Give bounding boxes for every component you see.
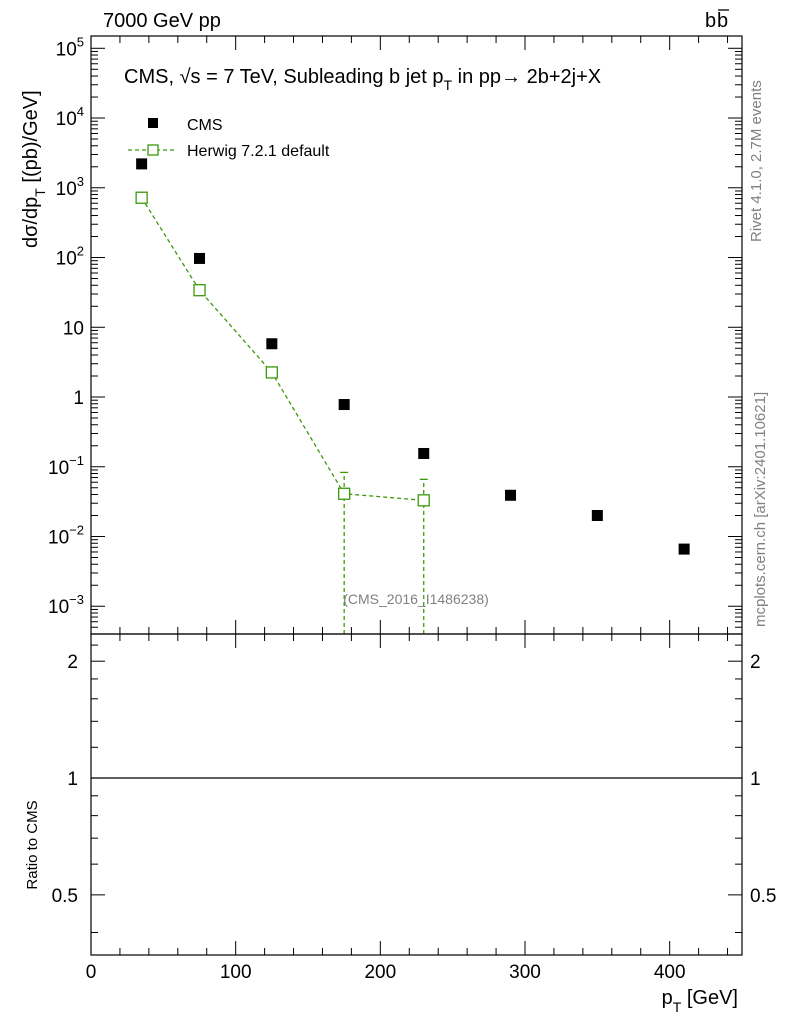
x-tick-label: 0: [86, 962, 97, 983]
herwig-line: [141, 197, 424, 501]
ratio-y-axis: 0.5 0.5 1 1 2 2: [52, 644, 776, 933]
herwig-point: [338, 487, 351, 500]
legend-marker-herwig: [147, 144, 159, 156]
cms-point: [194, 252, 205, 264]
sqrt-symbol: √: [180, 66, 191, 88]
ratio-y-tick-label-right: 1: [750, 769, 761, 790]
legend-item-herwig: Herwig 7.2.1 default: [128, 143, 330, 160]
y-tick-label: 10−2: [48, 523, 84, 549]
main-y-axis-label: dσ/dpT [(pb)/GeV]: [20, 90, 48, 248]
y-tick-label: 10: [63, 318, 84, 339]
x-tick-label: 400: [654, 962, 686, 983]
x-tick-label: 100: [220, 962, 252, 983]
main-y-axis: 10−3 10−2 10−1 1 10 102 103 104 105: [48, 34, 742, 635]
cms-point: [338, 399, 350, 411]
legend-marker-cms: [148, 118, 158, 128]
ratio-y-tick-label: 1: [67, 769, 78, 790]
cms-point: [418, 447, 430, 459]
herwig-point: [135, 191, 148, 204]
y-tick-label: 102: [56, 244, 84, 270]
ratio-y-tick-label-right: 0.5: [750, 886, 776, 907]
legend-label-cms: CMS: [187, 117, 223, 134]
ratio-y-tick-label: 0.5: [52, 886, 78, 907]
ratio-y-tick-label-right: 2: [750, 652, 761, 673]
main-x-ticks: [90, 36, 729, 634]
y-tick-label: 1: [73, 388, 84, 409]
legend: CMS Herwig 7.2.1 default: [128, 117, 330, 160]
herwig-point: [417, 494, 430, 507]
ratio-panel-frame: [90, 633, 743, 956]
plot-title: CMS, √s = 7 TeV, Subleading b jet pT in …: [124, 66, 601, 93]
cms-point: [505, 489, 517, 501]
ratio-y-axis-label: Ratio to CMS: [24, 800, 41, 889]
y-tick-label: 105: [56, 34, 84, 60]
ratio-y-tick-label: 2: [67, 652, 78, 673]
ratio-x-axis: 0 100 200 300 400: [86, 634, 729, 983]
y-tick-label: 103: [56, 174, 84, 200]
legend-label-herwig: Herwig 7.2.1 default: [187, 143, 330, 160]
herwig-point: [265, 366, 278, 379]
cms-point: [266, 338, 278, 350]
cms-point: [678, 543, 690, 555]
x-tick-label: 300: [509, 962, 541, 983]
x-tick-label: 200: [364, 962, 396, 983]
cms-point: [591, 510, 603, 522]
analysis-watermark: (CMS_2016_I1486238): [343, 591, 489, 607]
cms-point: [136, 158, 148, 170]
svg-text:b: b: [705, 10, 716, 32]
rivet-version-label: Rivet 4.1.0, 2.7M events: [748, 80, 765, 242]
x-axis-label: pT [GeV]: [662, 987, 738, 1015]
y-tick-label: 10−1: [48, 453, 84, 479]
legend-item-cms: CMS: [148, 117, 223, 134]
mcplots-source-label: mcplots.cern.ch [arXiv:2401.10621]: [752, 392, 769, 627]
herwig-point: [193, 284, 206, 297]
y-tick-label: 104: [56, 104, 84, 130]
main-data-layer: [135, 158, 690, 634]
ratio-panel: 0.5 0.5 1 1 2 2 0 100 200 300 400 Ratio to CMS pT…: [24, 633, 776, 1015]
header-process-label: b b: [705, 9, 729, 32]
header-energy-label: 7000 GeV pp: [103, 10, 221, 32]
svg-text:b: b: [717, 10, 728, 32]
y-tick-label: 10−3: [48, 592, 84, 618]
main-panel: 10−3 10−2 10−1 1 10 102 103 104 105 CMS, √s = 7 …: [20, 34, 743, 635]
